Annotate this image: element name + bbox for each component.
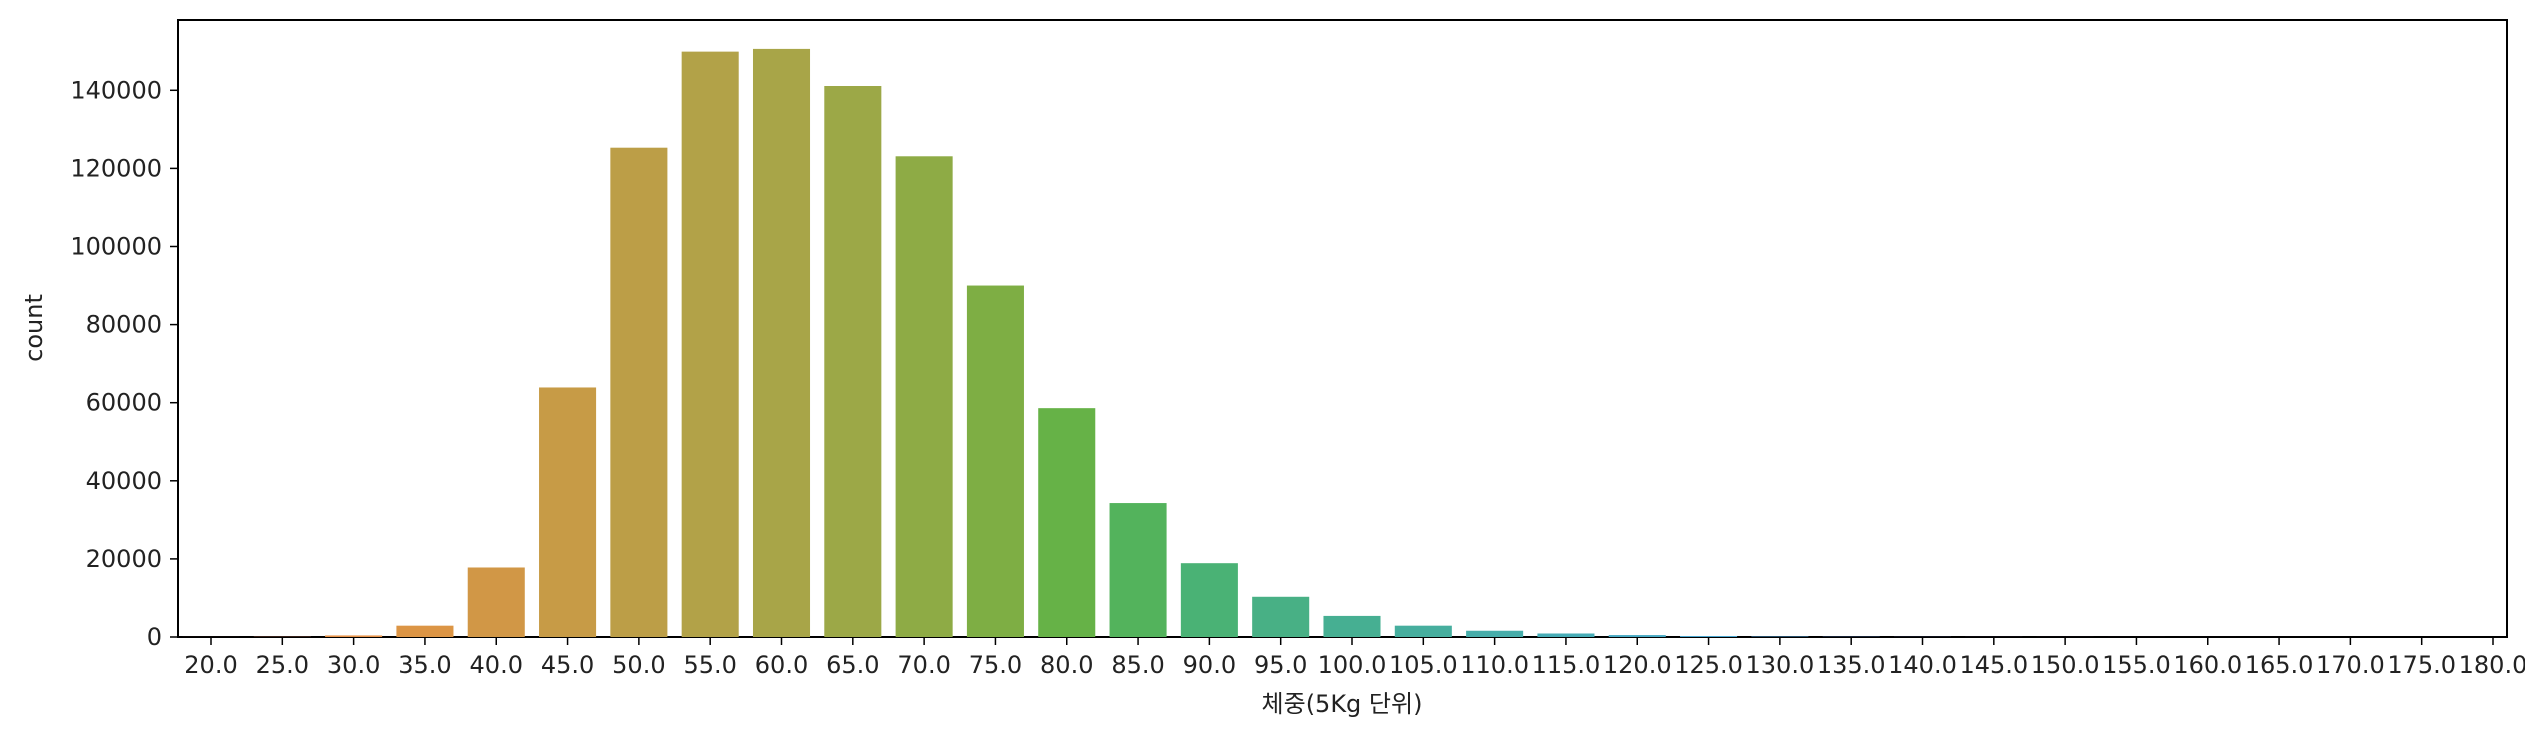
bar-35.0	[396, 625, 454, 637]
x-tick-label: 130.0	[1746, 651, 1815, 679]
x-tick-label: 85.0	[1111, 651, 1164, 679]
x-tick-label: 50.0	[612, 651, 665, 679]
x-tick-label: 135.0	[1817, 651, 1886, 679]
x-tick-label: 30.0	[327, 651, 380, 679]
bar-55.0	[681, 51, 739, 637]
x-tick-label: 45.0	[541, 651, 594, 679]
x-tick-label: 25.0	[256, 651, 309, 679]
bar-80.0	[1038, 408, 1096, 637]
x-axis-label: 체중(5Kg 단위)	[1262, 690, 1423, 718]
y-tick-label: 40000	[86, 467, 162, 495]
bar-60.0	[752, 48, 811, 637]
y-tick-label: 20000	[86, 545, 162, 573]
bar-115.0	[1537, 633, 1595, 637]
y-tick-label: 80000	[86, 311, 162, 339]
y-tick-label: 140000	[70, 76, 162, 104]
y-tick-label: 100000	[70, 232, 162, 260]
x-tick-label: 105.0	[1389, 651, 1458, 679]
x-tick-label: 115.0	[1532, 651, 1601, 679]
bar-75.0	[966, 285, 1024, 637]
x-tick-label: 20.0	[184, 651, 237, 679]
x-tick-label: 35.0	[398, 651, 451, 679]
x-tick-label: 110.0	[1460, 651, 1529, 679]
x-tick-label: 120.0	[1603, 651, 1672, 679]
bar-110.0	[1466, 630, 1524, 637]
bars-group	[182, 48, 2308, 638]
bar-100.0	[1323, 615, 1381, 637]
y-tick-label: 60000	[86, 389, 162, 417]
bar-120.0	[1608, 635, 1666, 637]
x-tick-label: 60.0	[755, 651, 808, 679]
x-tick-label: 100.0	[1318, 651, 1387, 679]
x-tick-label: 125.0	[1674, 651, 1743, 679]
y-tick-label: 120000	[70, 154, 162, 182]
x-tick-label: 55.0	[683, 651, 736, 679]
x-tick-label: 75.0	[969, 651, 1022, 679]
bar-65.0	[824, 86, 882, 637]
x-tick-label: 180.0	[2459, 651, 2525, 679]
x-tick-label: 40.0	[470, 651, 523, 679]
x-tick-label: 95.0	[1254, 651, 1307, 679]
y-axis-label: count	[20, 294, 48, 362]
x-tick-label: 145.0	[1959, 651, 2028, 679]
bar-105.0	[1394, 625, 1452, 637]
x-tick-label: 165.0	[2245, 651, 2314, 679]
x-tick-label: 170.0	[2316, 651, 2385, 679]
bar-40.0	[467, 567, 525, 637]
bar-90.0	[1180, 563, 1238, 637]
x-tick-label: 70.0	[897, 651, 950, 679]
bar-70.0	[895, 156, 953, 638]
x-axis: 20.0 25.0 30.0 35.0 40.0 45.0 50.0 55.0 60.0 65.0…	[184, 637, 2525, 679]
plot-frame	[177, 19, 2508, 638]
bar-50.0	[610, 147, 668, 637]
x-tick-label: 175.0	[2387, 651, 2456, 679]
x-tick-label: 150.0	[2031, 651, 2100, 679]
x-tick-label: 90.0	[1183, 651, 1236, 679]
y-axis: 0 20000 40000 60000 80000 100000 120000 140000	[70, 76, 178, 651]
x-tick-label: 155.0	[2102, 651, 2171, 679]
bar-45.0	[539, 387, 597, 637]
y-tick-label: 0	[147, 623, 162, 651]
bar-85.0	[1109, 503, 1167, 637]
bar-95.0	[1252, 596, 1310, 637]
bar-125.0	[1680, 636, 1738, 637]
x-tick-label: 80.0	[1040, 651, 1093, 679]
bar-30.0	[325, 635, 383, 637]
x-tick-label: 160.0	[2173, 651, 2242, 679]
x-tick-label: 140.0	[1888, 651, 1957, 679]
x-tick-label: 65.0	[826, 651, 879, 679]
